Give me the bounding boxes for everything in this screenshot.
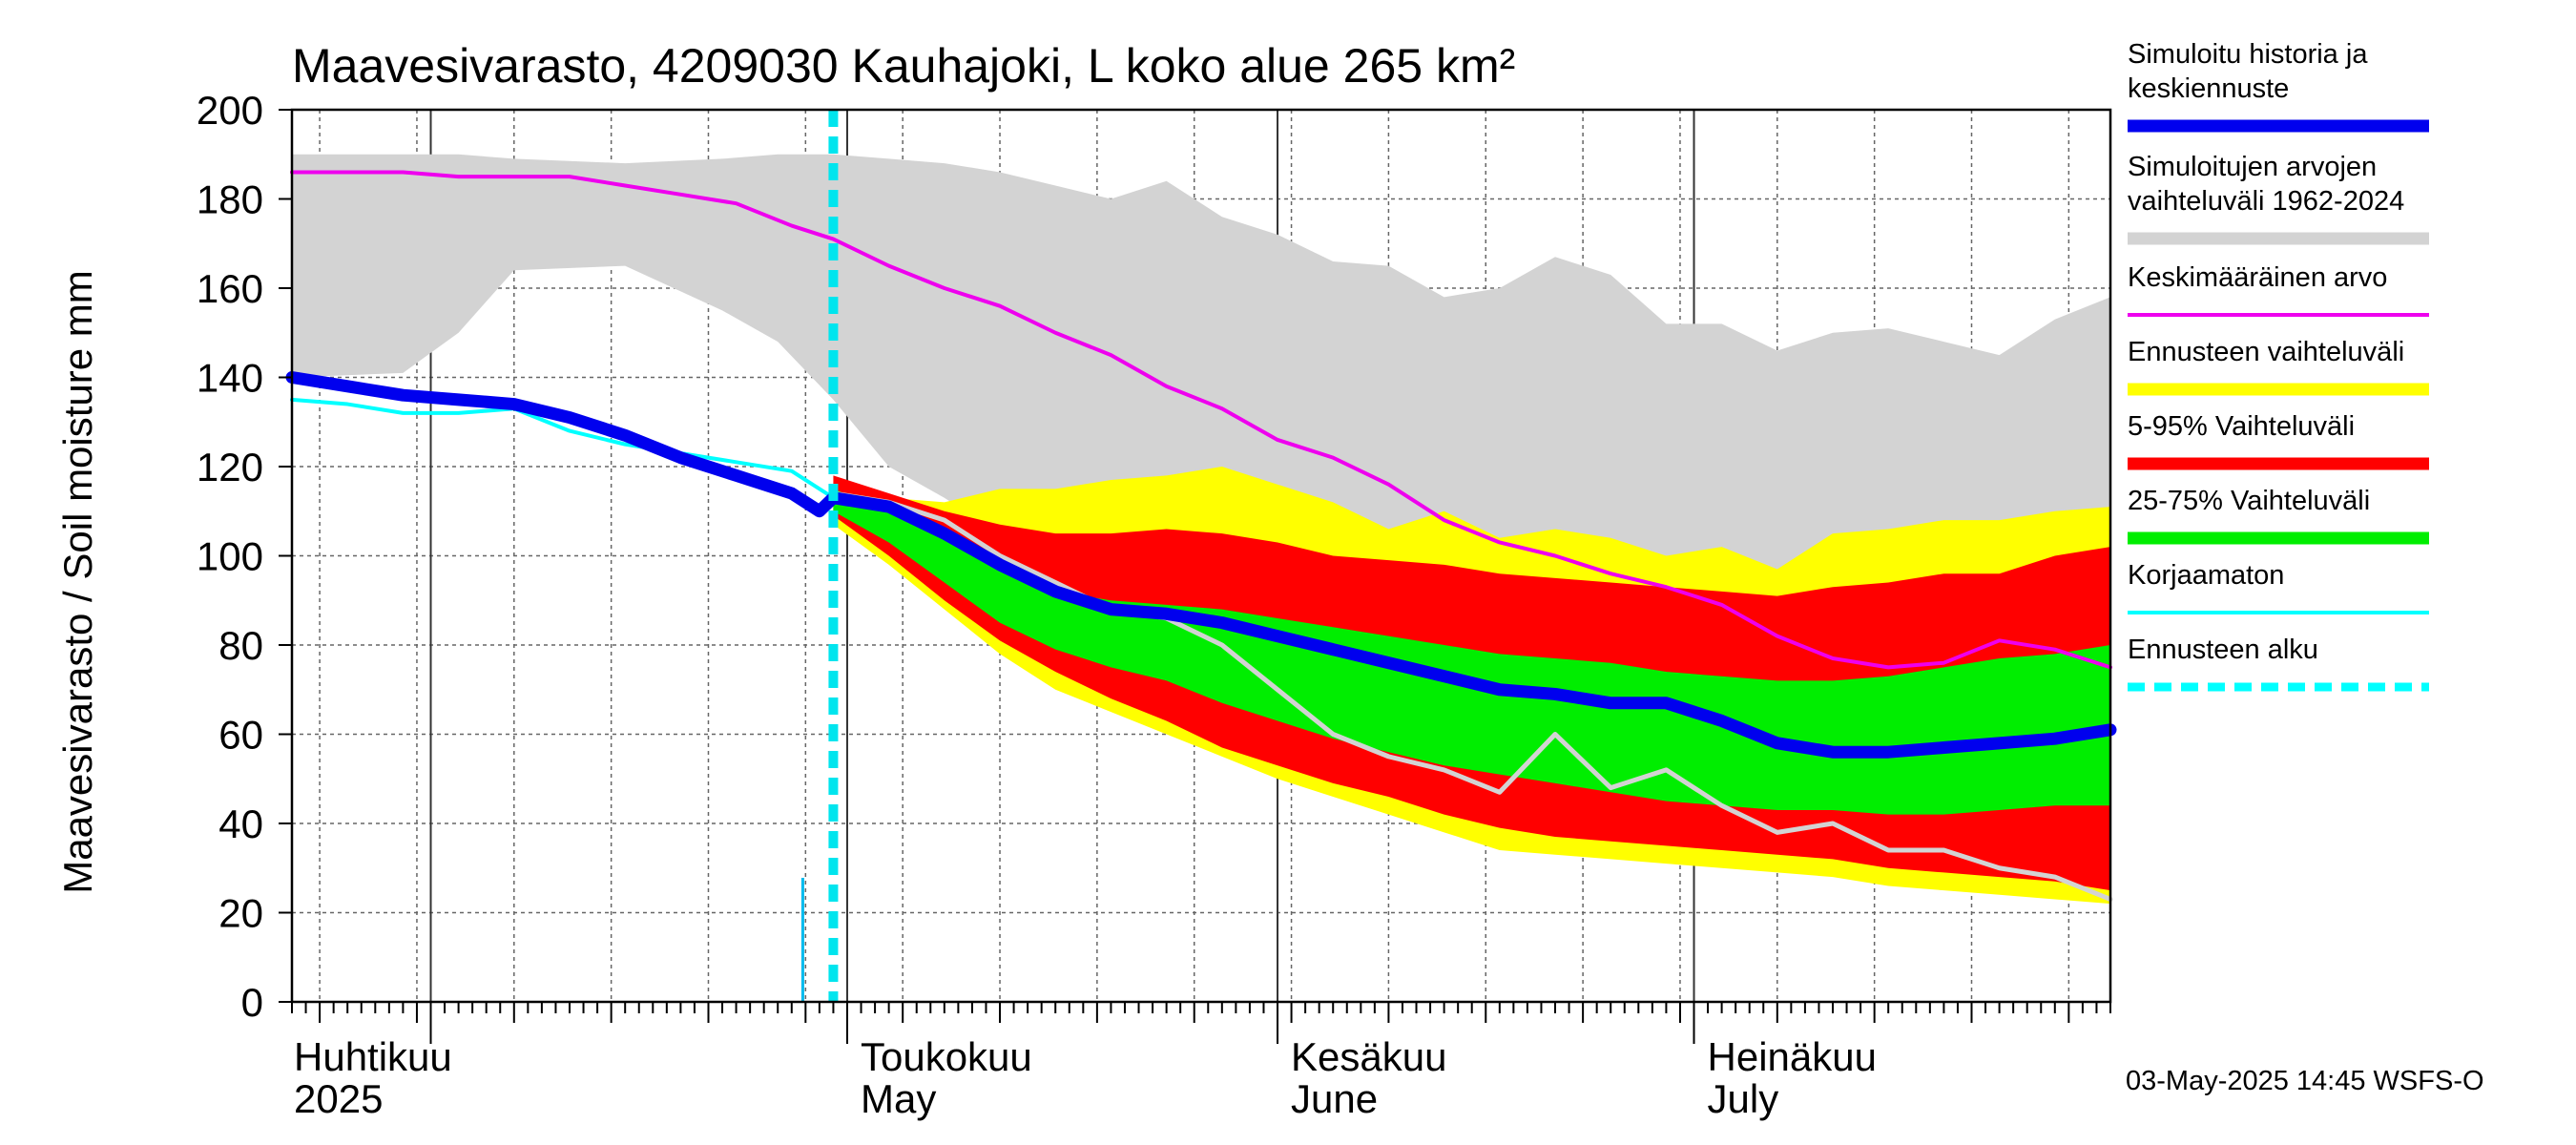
legend-label-1: vaihteluväli 1962-2024 xyxy=(2128,186,2404,217)
month-label-fi: Heinäkuu xyxy=(1708,1034,1877,1079)
legend-label-2: Keskimääräinen arvo xyxy=(2128,262,2387,293)
month-label-en: 2025 xyxy=(294,1076,383,1121)
legend-label-1: Simuloitujen arvojen xyxy=(2128,152,2377,182)
month-label-en: May xyxy=(861,1076,936,1121)
legend-label-7: Ennusteen alku xyxy=(2128,635,2318,665)
y-tick-label-80: 80 xyxy=(218,623,263,668)
lines xyxy=(285,110,2117,1002)
y-tick-label-60: 60 xyxy=(218,713,263,758)
legend-label-0: Simuloitu historia ja xyxy=(2128,39,2368,70)
series-line-0 xyxy=(290,170,2112,670)
series-line-3 xyxy=(285,371,2117,759)
legend-label-3: Ennusteen vaihteluväli xyxy=(2128,337,2404,367)
y-tick-label-0: 0 xyxy=(241,980,263,1025)
series-line-1 xyxy=(290,397,836,500)
y-axis-label: Maavesivarasto / Soil moisture mm xyxy=(55,270,100,894)
y-tick-label-100: 100 xyxy=(197,534,263,579)
legend-label-4: 5-95% Vaihteluväli xyxy=(2128,411,2355,442)
series-line-2 xyxy=(830,490,2113,902)
y-tick-label-160: 160 xyxy=(197,266,263,311)
chart-title: Maavesivarasto, 4209030 Kauhajoki, L kok… xyxy=(292,39,1515,93)
y-tick-label-40: 40 xyxy=(218,802,263,846)
y-tick-label-140: 140 xyxy=(197,356,263,401)
month-label-fi: Toukokuu xyxy=(861,1034,1032,1079)
legend-label-5: 25-75% Vaihteluväli xyxy=(2128,486,2370,516)
month-label-fi: Huhtikuu xyxy=(294,1034,452,1079)
month-label-fi: Kesäkuu xyxy=(1291,1034,1446,1079)
y-tick-label-180: 180 xyxy=(197,177,263,222)
legend-label-0: keskiennuste xyxy=(2128,73,2289,104)
footer-timestamp: 03-May-2025 14:45 WSFS-O xyxy=(2126,1066,2484,1096)
legend-label-6: Korjaamaton xyxy=(2128,560,2284,591)
y-tick-label-200: 200 xyxy=(197,88,263,133)
band-3 xyxy=(833,489,2111,815)
band-0 xyxy=(292,154,2110,578)
month-label-en: June xyxy=(1291,1076,1378,1121)
y-tick-label-20: 20 xyxy=(218,891,263,936)
y-tick-label-120: 120 xyxy=(197,445,263,489)
month-label-en: July xyxy=(1708,1076,1779,1121)
